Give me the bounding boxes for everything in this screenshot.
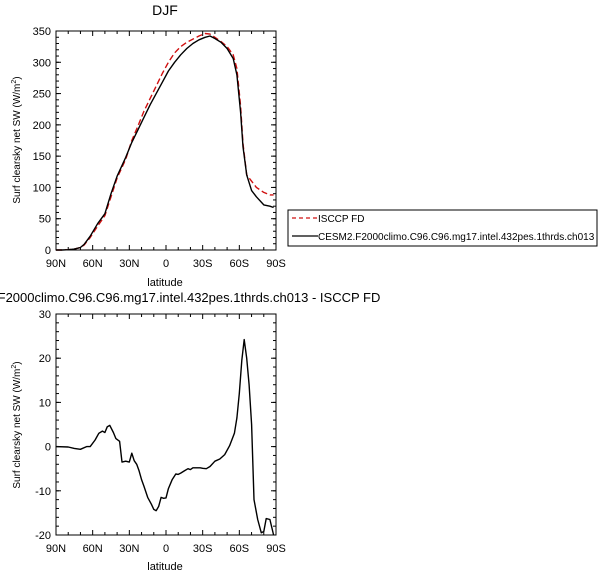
legend-label-cesm: CESM2.F2000climo.C96.C96.mg17.intel.432p…: [318, 232, 595, 243]
bottom-y-axis-label-main: Surf clearsky net SW (W/m: [12, 369, 23, 489]
x-tick-label: 30N: [119, 543, 139, 555]
x-tick-label: 90N: [46, 543, 66, 555]
x-tick-label: 0: [163, 258, 169, 270]
series-line-0-1: [56, 35, 274, 251]
bottom-panel: F2000climo.C96.C96.mg17.intel.432pes.1th…: [0, 290, 380, 573]
top-x-axis-label: latitude: [147, 277, 182, 289]
bottom-y-axis-label: Surf clearsky net SW (W/m2): [11, 361, 23, 488]
x-tick-label: 90N: [46, 258, 66, 270]
top-series-group: [56, 32, 274, 251]
legend: ISCCP FD CESM2.F2000climo.C96.C96.mg17.i…: [287, 209, 598, 247]
top-y-axis-label: Surf clearsky net SW (W/m2): [11, 76, 23, 203]
x-tick-label: 90S: [266, 543, 286, 555]
x-tick-label: 60S: [230, 258, 250, 270]
top-plot-frame: [55, 30, 277, 251]
bottom-x-axis-label: latitude: [147, 561, 182, 573]
top-y-axis-label-sup: 2: [11, 80, 18, 84]
series-line-1-0: [55, 338, 275, 536]
x-tick-label: 60S: [230, 543, 250, 555]
top-y-axis-label-close: ): [12, 76, 23, 79]
top-chart-title: DJF: [152, 2, 178, 18]
legend-label-isccp: ISCCP FD: [318, 214, 365, 225]
top-ticks: 90N 60N 30N 0 30S 60S 90S 0 50 100 150 200 250 300 350: [33, 26, 286, 270]
y-tick-label: 30: [39, 309, 51, 321]
y-tick-label: 250: [33, 89, 51, 101]
y-tick-label: 0: [45, 245, 51, 257]
y-tick-label: 150: [33, 151, 51, 163]
bottom-y-axis-label-close: ): [12, 361, 23, 364]
x-tick-label: 30S: [193, 258, 213, 270]
bottom-chart-title: F2000climo.C96.C96.mg17.intel.432pes.1th…: [0, 290, 380, 305]
legend-box: [287, 209, 598, 247]
x-tick-label: 30S: [193, 543, 213, 555]
y-tick-label: 0: [45, 442, 51, 454]
y-tick-label: -10: [35, 486, 51, 498]
bottom-series-group: [55, 338, 275, 536]
x-tick-label: 0: [163, 543, 169, 555]
y-tick-label: 10: [39, 397, 51, 409]
y-tick-label: 200: [33, 120, 51, 132]
y-tick-label: -20: [35, 530, 51, 542]
y-tick-label: 350: [33, 26, 51, 38]
x-tick-label: 30N: [119, 258, 139, 270]
top-panel: DJF 90N 60N 30N 0 30S 60S 90S 0 50 100 150 200 250 30…: [11, 2, 286, 289]
y-tick-label: 100: [33, 182, 51, 194]
y-tick-label: 50: [39, 214, 51, 226]
x-tick-label: 60N: [83, 543, 103, 555]
x-tick-label: 90S: [266, 258, 286, 270]
bottom-ticks: 90N 60N 30N 0 30S 60S 90S -20 -10 0 10 20 30: [35, 309, 286, 555]
y-tick-label: 20: [39, 353, 51, 365]
bottom-y-axis-label-sup: 2: [11, 365, 18, 369]
bottom-plot-frame: [55, 313, 277, 536]
top-y-axis-label-main: Surf clearsky net SW (W/m: [12, 84, 23, 204]
series-line-0-0: [56, 32, 274, 251]
x-tick-label: 60N: [83, 258, 103, 270]
y-tick-label: 300: [33, 57, 51, 69]
